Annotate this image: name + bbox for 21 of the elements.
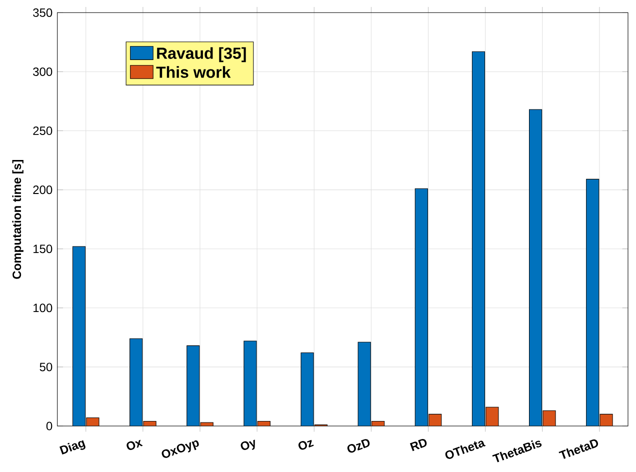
x-tick-label: Ox	[126, 440, 143, 450]
y-tick-label: 0	[46, 422, 52, 430]
x-tick-label: Diag	[60, 440, 86, 455]
y-tick-label: 300	[33, 67, 52, 76]
legend-label: This work	[156, 66, 231, 78]
y-axis-title: Computation time [s]	[12, 160, 24, 279]
x-tick-label: OxOyp	[162, 440, 199, 458]
x-tick-label: ThetaD	[558, 439, 598, 459]
legend-label: Ravaud [35]	[157, 47, 246, 62]
x-tick-label: Oz	[298, 440, 314, 450]
y-tick-label: 50	[40, 362, 52, 372]
y-tick-label: 200	[33, 186, 52, 194]
y-tick-label: 150	[34, 244, 52, 254]
y-tick-label: 350	[33, 8, 52, 17]
y-tick-label: 250	[33, 126, 52, 136]
bar	[486, 406, 499, 426]
y-tick-label: 100	[34, 304, 52, 312]
x-tick-label: OzD	[347, 439, 370, 453]
x-tick-label: Oy	[240, 440, 255, 450]
x-tick-label: OTheta	[445, 440, 486, 459]
x-tick-label: RD	[410, 439, 427, 452]
